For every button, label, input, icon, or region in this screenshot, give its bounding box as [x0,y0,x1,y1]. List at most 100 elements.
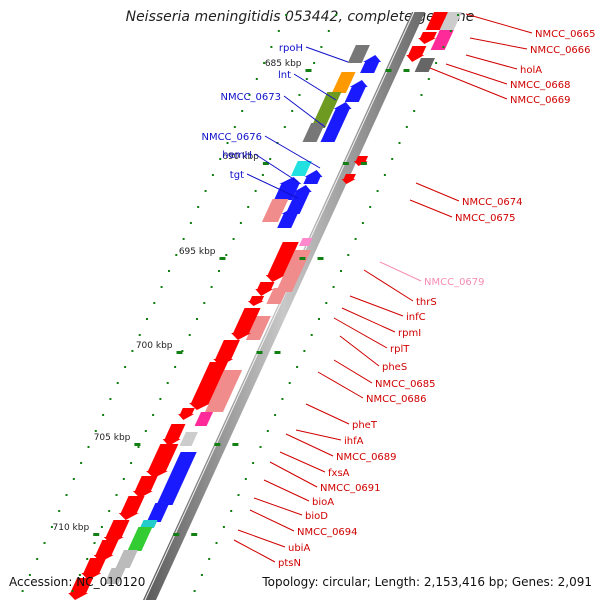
scale-dot [116,382,119,384]
gene-0665-red [425,12,448,30]
gene-0685-red [213,340,240,366]
reverse-leader-line [295,429,342,441]
scale-dot [115,494,118,496]
scale-dot [93,542,96,544]
reverse-leader-line [429,67,508,100]
scale-dot [369,206,372,208]
forward-leader-line [246,173,299,199]
scale-dot [43,542,46,544]
gene-0675-red [341,174,356,184]
scale-dot [153,302,156,304]
gene-ptsN-grey [104,568,126,584]
gene-0676-arrow [303,170,323,184]
scale-dot [383,174,386,176]
reverse-leader-line [415,182,460,202]
kbp-tick-mark [317,257,324,260]
forward-gene-label: NMCC_0676 [201,132,262,143]
gene-0689-red [162,424,186,446]
reverse-gene-label: bioA [312,497,334,508]
reverse-leader-line [253,497,303,516]
scale-dot [131,350,134,352]
scale-dot [94,430,97,432]
gene-0665-grey [437,12,462,34]
scale-dot [291,110,294,112]
scale-dot [263,62,266,64]
reverse-gene-label: NMCC_0685 [375,379,436,390]
gene-thrS-red [265,242,299,282]
reverse-gene-label: NMCC_0694 [297,527,358,538]
scale-dot [283,126,286,128]
scale-dot [435,62,438,64]
gene-bioA-red [132,476,158,498]
scale-dot [248,94,251,96]
reverse-gene-label: ihfA [344,436,364,447]
scale-dot [303,350,306,352]
forward-gene-label: rpoH [279,43,303,54]
scale-dot [233,126,236,128]
scale-dot [130,462,133,464]
scale-dot [144,430,147,432]
reverse-leader-line [279,451,326,473]
scale-dot [100,526,103,528]
scale-dot [168,270,170,272]
kbp-tick-label: 690 kbp [222,152,259,162]
gene-tgt-pink [261,199,289,222]
reverse-leader-line [233,539,276,563]
scale-dot [288,382,291,384]
scale-dots [21,14,460,592]
scale-dot [237,494,240,496]
gene-0666-pink [430,30,454,50]
reverse-leader-line [379,261,422,282]
scale-dot [146,318,148,320]
reverse-leader-line [339,335,380,367]
scale-dot [241,110,244,112]
gene-tgt-arrow2 [277,207,300,228]
scale-dot [327,30,330,32]
scale-dot [219,158,222,160]
kbp-tick-mark [256,351,263,354]
gene-0686-pink [205,370,243,412]
gene-0673-box [310,92,342,128]
scale-dot [442,46,445,48]
scale-dot [340,270,342,272]
gene-0694-green [127,527,153,551]
kbp-tick-mark [191,533,198,536]
scale-dot [427,78,430,80]
scale-dot [376,190,379,192]
gene-rpoH-arrow [360,55,382,73]
gene-pheS-red [231,308,261,340]
scale-dot [160,286,163,288]
scale-dot [320,46,323,48]
scale-dot [193,590,196,592]
scale-dot [247,206,250,208]
gene-infC-red [255,282,275,296]
forward-leader-line [293,73,337,101]
reverse-leader-line [285,433,334,457]
scale-dot [325,302,328,304]
gene-0676-box [291,161,312,176]
reverse-gene-label: infC [406,312,426,323]
kbp-tick-mark [305,69,312,72]
gene-labels: rpoH lnt NMCC_0673 NMCC_0676 hemH tgt NMCC_066… [201,29,595,569]
scale-dot [347,254,350,256]
gene-0668-grey [414,58,435,72]
reverse-gene-label: ptsN [278,558,301,569]
forward-gene-label: lnt [278,70,291,81]
scale-dot [71,590,74,592]
gene-0694-cyan [139,520,158,528]
scale-dot [36,558,39,560]
kbp-tick-mark [403,69,410,72]
reverse-gene-label: bioD [305,511,328,522]
scale-dot [413,110,416,112]
scale-dot [137,446,140,448]
reverse-gene-label: ubiA [288,543,310,554]
gene-0691-arrow [156,452,197,505]
genome-title: Neisseria meningitidis 053442, complete … [125,9,475,25]
reverse-leader-line [363,269,414,302]
scale-dot [230,510,233,512]
scale-dot [318,318,320,320]
reverse-gene-label: rplT [390,344,410,355]
scale-dot [108,510,111,512]
gene-bottom-red [68,578,94,600]
kbp-tick-label: 705 kbp [94,433,131,443]
